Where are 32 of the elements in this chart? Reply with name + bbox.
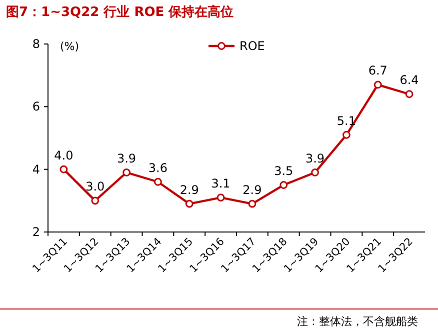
data-label: 2.9 <box>242 182 262 197</box>
point <box>185 200 194 208</box>
point <box>374 80 382 89</box>
point <box>280 181 288 189</box>
y-axis-title: (%) <box>60 40 80 53</box>
y-tick-label: 2 <box>32 225 40 239</box>
data-label: 4.0 <box>54 148 74 162</box>
data-label: 6.4 <box>400 73 419 88</box>
point <box>342 130 350 139</box>
y-tick-label: 4 <box>32 162 40 176</box>
data-label: 6.7 <box>368 64 388 78</box>
data-label: 5.1 <box>336 114 356 128</box>
point <box>248 200 256 208</box>
text: 注：整体法，不含舰船类 <box>297 315 418 328</box>
data-label: 3.5 <box>274 164 294 178</box>
chart-title: 图7：1~3Q22 行业 ROE 保持在高位 <box>6 4 234 20</box>
point <box>405 90 414 98</box>
point <box>216 194 225 202</box>
point <box>122 168 130 176</box>
data-label: 3.9 <box>116 151 136 166</box>
point <box>60 165 68 174</box>
data-label: 3.0 <box>86 180 105 194</box>
data-label: 2.9 <box>180 182 199 197</box>
point <box>311 168 319 176</box>
y-tick-label: 6 <box>32 100 40 114</box>
data-label: 3.6 <box>148 160 168 175</box>
legend-label: ROE <box>240 39 265 53</box>
y-tick-label: 8 <box>32 37 40 51</box>
data-label: 3.1 <box>211 176 230 191</box>
data-label: 3.9 <box>305 151 325 166</box>
point <box>154 178 162 186</box>
point <box>91 196 100 205</box>
